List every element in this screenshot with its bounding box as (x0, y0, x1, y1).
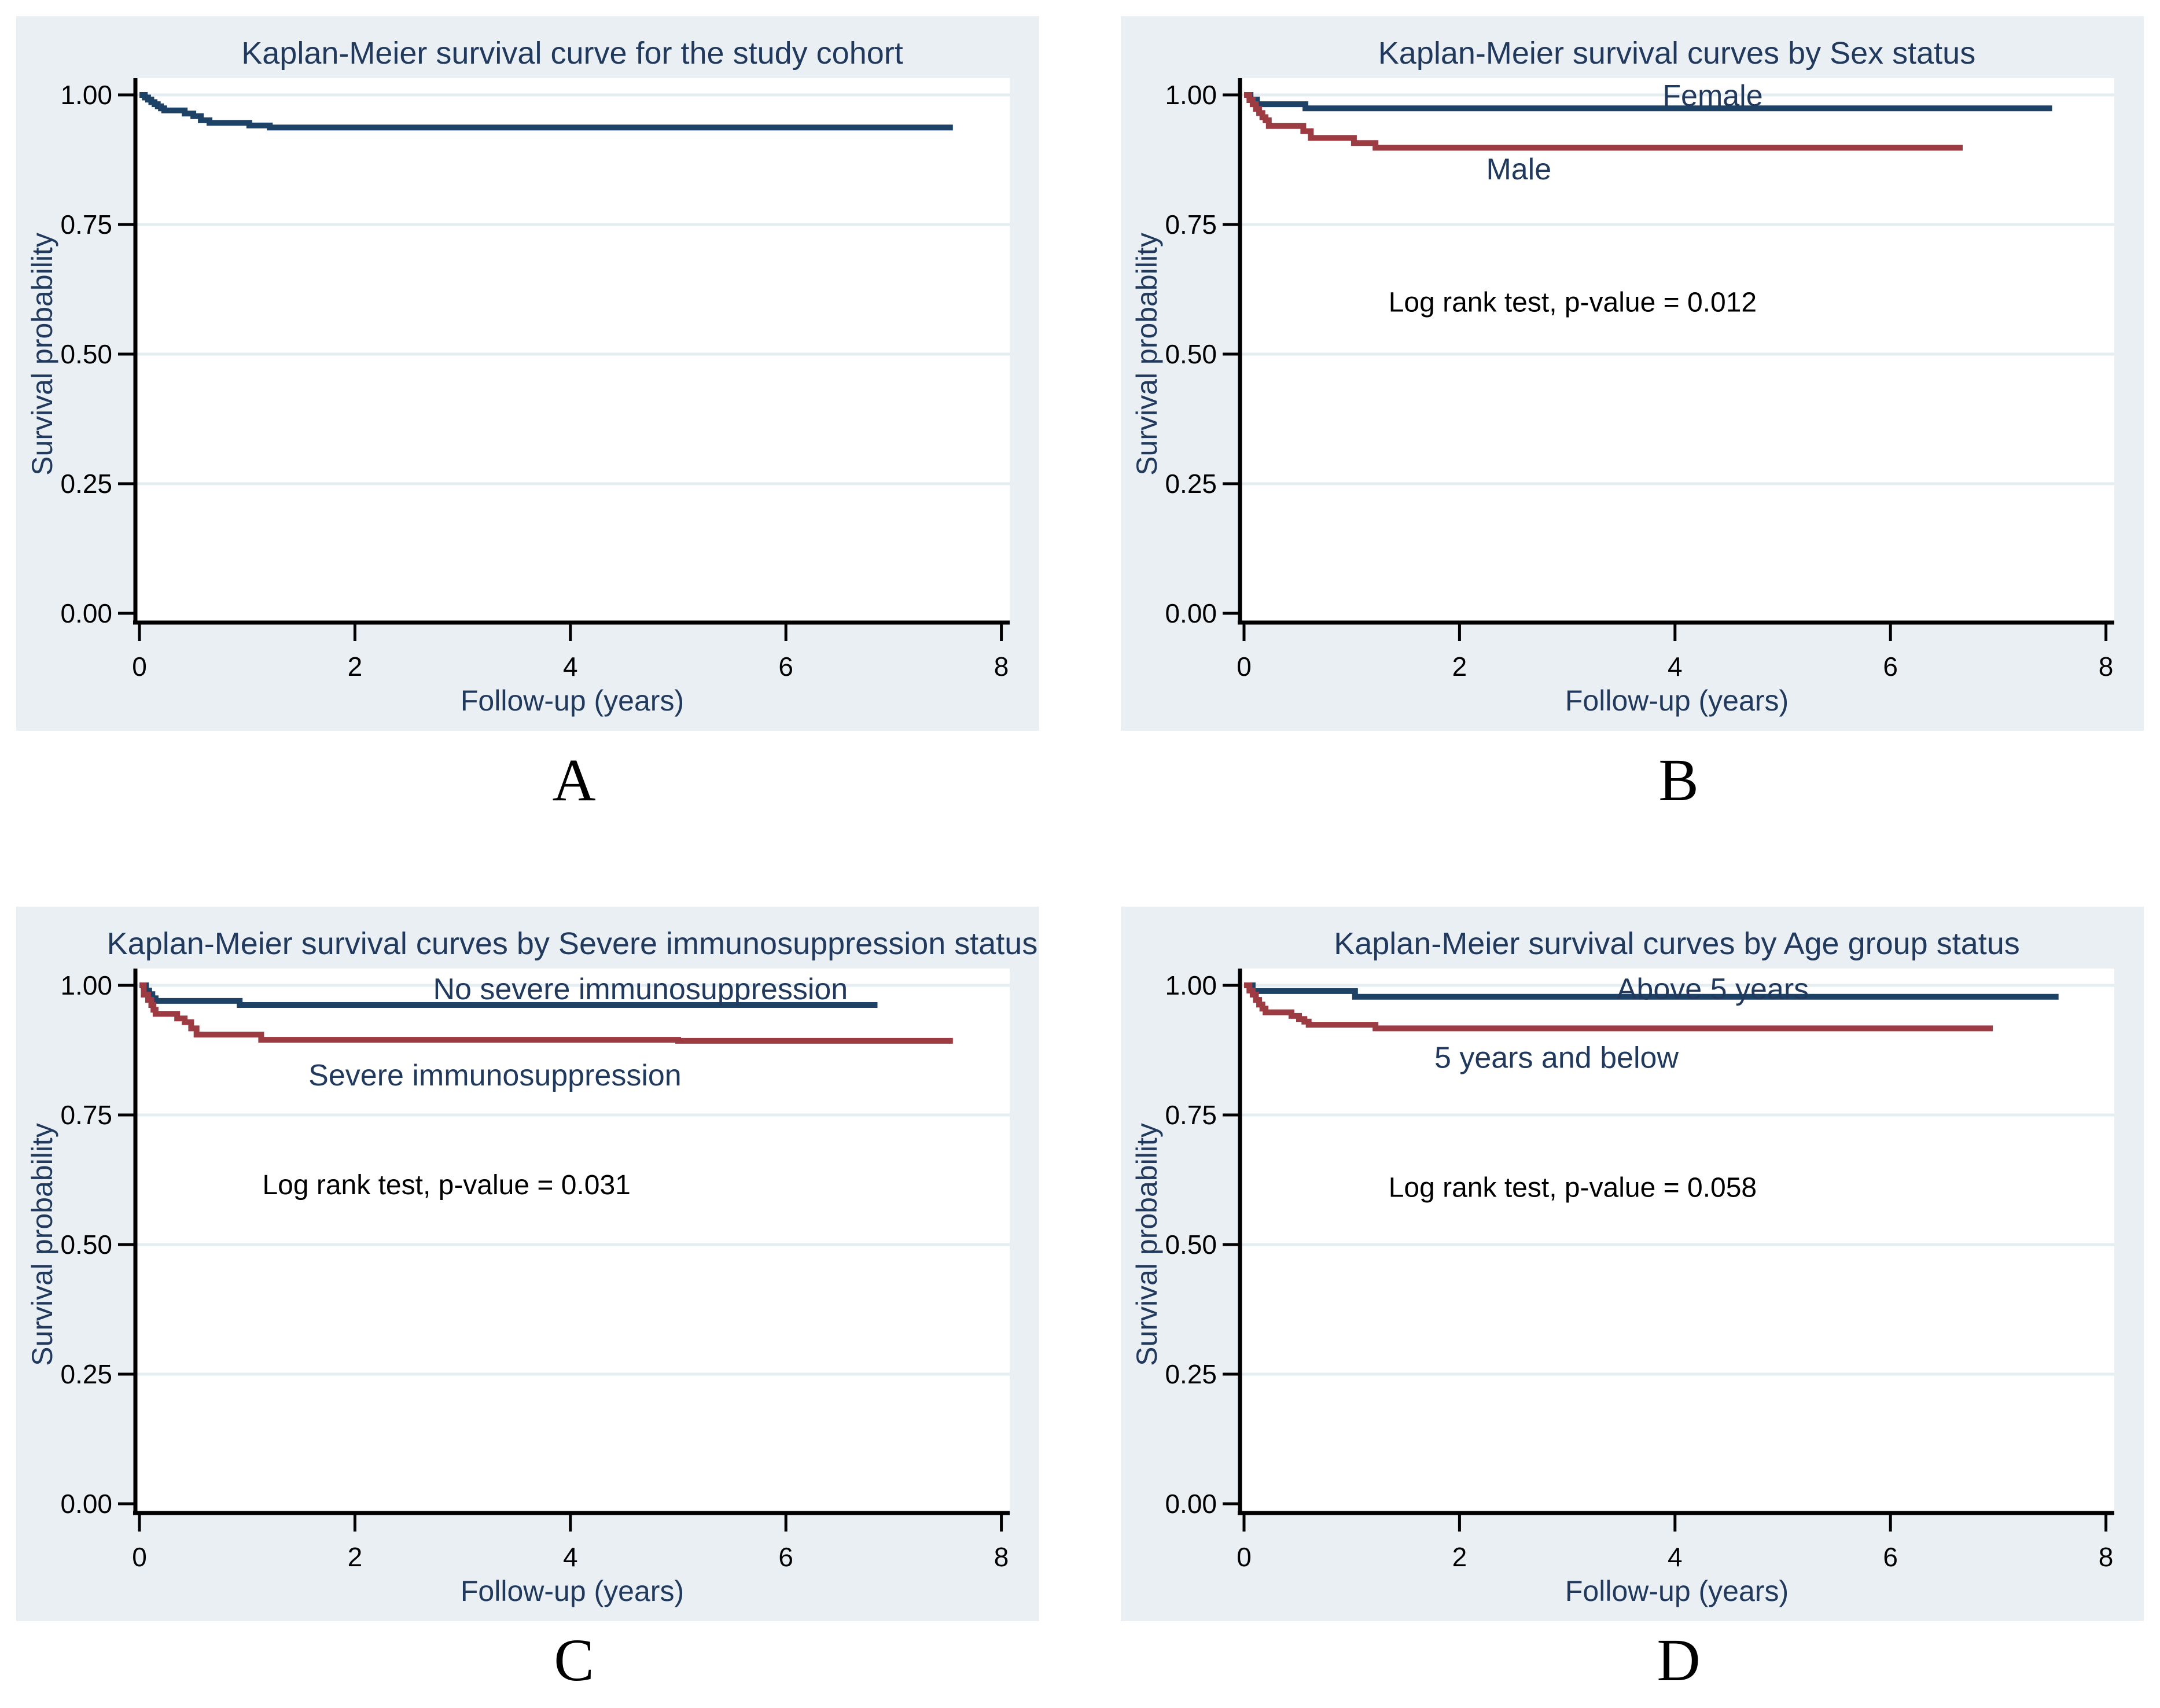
survival-curve-5-years-and-below (1244, 982, 1993, 1032)
y-tick-label: 0.50 (1165, 1230, 1217, 1260)
y-tick-label: 0.50 (1165, 339, 1217, 369)
panel-letter-b: B (1658, 747, 1699, 813)
survival-curve-severe-immunosuppression (139, 982, 953, 1044)
panel-b: Kaplan-Meier survival curves by Sex stat… (1121, 16, 2144, 731)
x-tick-label: 6 (778, 651, 793, 682)
y-axis-label: Survival probability (1131, 1123, 1163, 1366)
x-tick-label: 4 (563, 651, 578, 682)
curve-label-severe-immunosuppression: Severe immunosuppression (308, 1059, 682, 1092)
plot-region (1240, 78, 2114, 624)
x-tick-label: 0 (1237, 651, 1252, 682)
x-tick-label: 4 (1668, 651, 1683, 682)
x-axis-label: Follow-up (years) (461, 1575, 684, 1607)
x-tick-label: 0 (132, 651, 147, 682)
y-tick-label: 0.25 (1165, 1359, 1217, 1389)
y-tick-label: 0.25 (60, 469, 112, 499)
panel-c: Kaplan-Meier survival curves by Severe i… (16, 907, 1039, 1621)
panel-title: Kaplan-Meier survival curve for the stud… (241, 36, 903, 71)
x-tick-label: 4 (563, 1542, 578, 1572)
y-tick-label: 1.00 (60, 80, 112, 110)
panel-letter-c: C (554, 1627, 594, 1694)
y-axis-label: Survival probability (26, 233, 58, 476)
y-tick-label: 0.00 (60, 1489, 112, 1519)
panel-title: Kaplan-Meier survival curves by Severe i… (107, 926, 1038, 961)
x-tick-label: 6 (778, 1542, 793, 1572)
y-axis-label: Survival probability (26, 1123, 58, 1366)
plot-region (1240, 969, 2114, 1515)
x-axis-label: Follow-up (years) (461, 684, 684, 717)
km-plot: Kaplan-Meier survival curves by Severe i… (16, 907, 1039, 1621)
y-tick-label: 1.00 (1165, 970, 1217, 1000)
survival-curve-study-cohort (139, 92, 953, 131)
y-tick-label: 1.00 (1165, 80, 1217, 110)
panel-letter-a: A (552, 747, 596, 813)
log-rank-annotation: Log rank test, p-value = 0.012 (1389, 287, 1757, 318)
y-tick-label: 0.50 (60, 1230, 112, 1260)
x-tick-label: 0 (1237, 1542, 1252, 1572)
log-rank-annotation: Log rank test, p-value = 0.058 (1389, 1172, 1757, 1203)
x-tick-label: 6 (1883, 1542, 1898, 1572)
plot-region (135, 969, 1010, 1515)
y-tick-label: 0.75 (60, 1100, 112, 1130)
y-tick-label: 0.00 (1165, 1489, 1217, 1519)
x-axis-label: Follow-up (years) (1565, 1575, 1789, 1607)
x-tick-label: 4 (1668, 1542, 1683, 1572)
panel-title: Kaplan-Meier survival curves by Sex stat… (1378, 36, 1975, 71)
y-axis-label: Survival probability (1131, 233, 1163, 476)
x-tick-label: 2 (1452, 651, 1467, 682)
plot-region (135, 78, 1010, 624)
panel-title: Kaplan-Meier survival curves by Age grou… (1334, 926, 2020, 961)
y-tick-label: 0.25 (60, 1359, 112, 1389)
km-plot: Kaplan-Meier survival curve for the stud… (16, 16, 1039, 731)
panel-d: Kaplan-Meier survival curves by Age grou… (1121, 907, 2144, 1621)
x-tick-label: 2 (348, 651, 363, 682)
curve-label-above-5-years: Above 5 years (1617, 973, 1809, 1006)
x-tick-label: 2 (348, 1542, 363, 1572)
curve-label-no-severe-immunosuppression: No severe immunosuppression (433, 973, 848, 1006)
x-tick-label: 8 (2099, 651, 2114, 682)
x-tick-label: 2 (1452, 1542, 1467, 1572)
y-tick-label: 1.00 (60, 970, 112, 1000)
curve-label-5-years-and-below: 5 years and below (1434, 1041, 1679, 1074)
panel-letter-d: D (1657, 1627, 1701, 1694)
y-tick-label: 0.75 (1165, 1100, 1217, 1130)
x-axis-label: Follow-up (years) (1565, 684, 1789, 717)
y-tick-label: 0.00 (1165, 598, 1217, 628)
x-tick-label: 8 (994, 651, 1009, 682)
curve-label-male: Male (1486, 153, 1551, 186)
log-rank-annotation: Log rank test, p-value = 0.031 (262, 1170, 630, 1201)
curve-label-female: Female (1662, 79, 1762, 113)
x-tick-label: 8 (994, 1542, 1009, 1572)
y-tick-label: 0.50 (60, 339, 112, 369)
survival-curve-male (1244, 92, 1963, 151)
km-plot: Kaplan-Meier survival curves by Age grou… (1121, 907, 2144, 1621)
km-plot: Kaplan-Meier survival curves by Sex stat… (1121, 16, 2144, 731)
x-tick-label: 8 (2099, 1542, 2114, 1572)
x-tick-label: 0 (132, 1542, 147, 1572)
panel-a: Kaplan-Meier survival curve for the stud… (16, 16, 1039, 731)
y-tick-label: 0.00 (60, 598, 112, 628)
y-tick-label: 0.25 (1165, 469, 1217, 499)
x-tick-label: 6 (1883, 651, 1898, 682)
y-tick-label: 0.75 (1165, 209, 1217, 240)
y-tick-label: 0.75 (60, 209, 112, 240)
